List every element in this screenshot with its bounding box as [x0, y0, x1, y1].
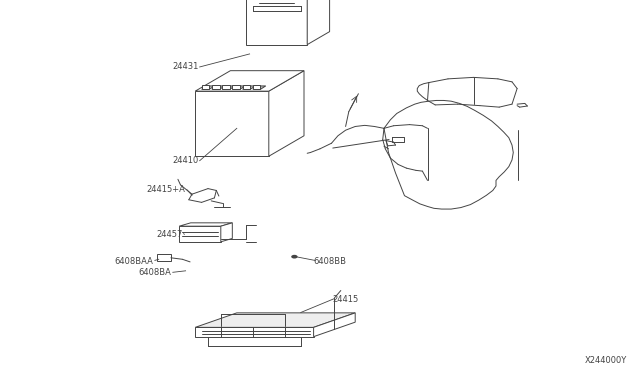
Polygon shape — [232, 85, 240, 89]
Text: 24431: 24431 — [172, 62, 198, 71]
Text: X244000Y: X244000Y — [585, 356, 627, 365]
Polygon shape — [232, 86, 245, 89]
Polygon shape — [195, 327, 314, 337]
Text: 24457: 24457 — [156, 230, 182, 239]
Text: 6408BB: 6408BB — [314, 257, 347, 266]
Polygon shape — [202, 86, 214, 89]
Polygon shape — [179, 226, 221, 242]
Text: 24415: 24415 — [333, 295, 359, 304]
Circle shape — [291, 255, 298, 259]
Text: 6408BAA: 6408BAA — [115, 257, 154, 266]
Polygon shape — [243, 86, 255, 89]
Polygon shape — [222, 86, 235, 89]
Polygon shape — [314, 313, 355, 337]
Polygon shape — [243, 85, 250, 89]
Polygon shape — [179, 223, 232, 226]
Polygon shape — [253, 85, 260, 89]
Polygon shape — [246, 0, 307, 45]
Polygon shape — [195, 71, 304, 91]
Polygon shape — [221, 223, 232, 242]
Text: 24415+A: 24415+A — [147, 185, 186, 194]
Polygon shape — [195, 91, 269, 156]
Text: 6408BA: 6408BA — [139, 268, 172, 277]
Polygon shape — [212, 85, 220, 89]
Polygon shape — [307, 0, 330, 45]
Polygon shape — [212, 86, 225, 89]
Polygon shape — [222, 85, 230, 89]
Polygon shape — [202, 85, 209, 89]
Polygon shape — [195, 313, 355, 327]
Polygon shape — [157, 254, 171, 261]
Polygon shape — [253, 86, 266, 89]
Text: 24410: 24410 — [172, 156, 198, 165]
Polygon shape — [269, 71, 304, 156]
